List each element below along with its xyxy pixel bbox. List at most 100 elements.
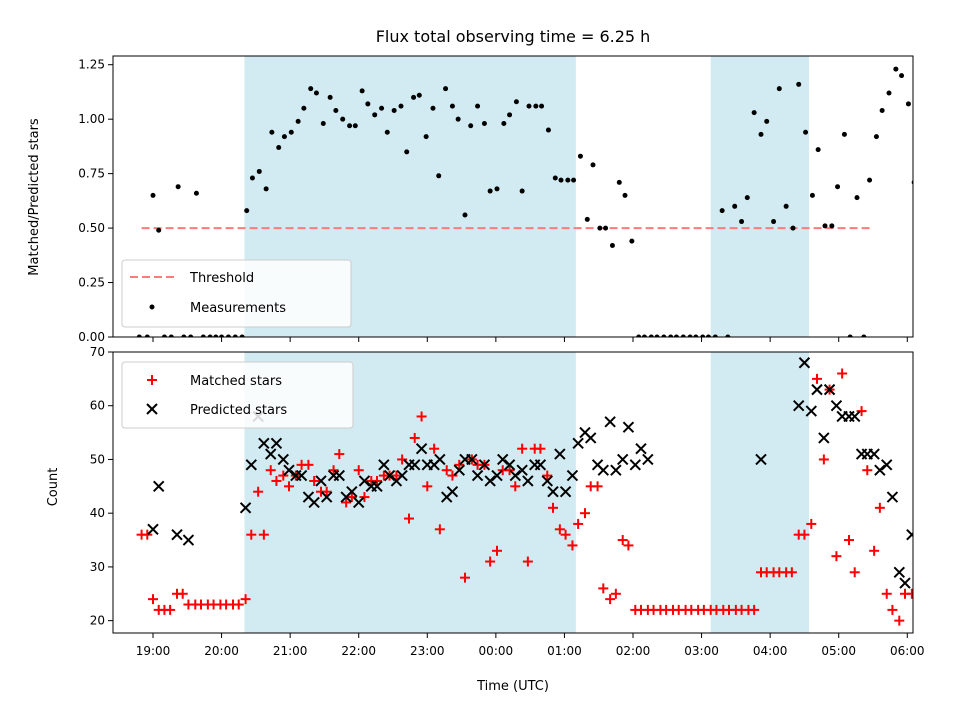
measurement-point: [487, 188, 493, 194]
measurement-point: [829, 223, 835, 229]
predicted-star-point: [353, 496, 365, 509]
predicted-star-point: [315, 475, 327, 487]
x-tick-label: 01:00: [547, 644, 582, 658]
matched-star-point: [535, 443, 546, 454]
predicted-star-point: [283, 464, 295, 476]
matched-star-point: [580, 508, 590, 519]
matched-star-point: [617, 535, 628, 546]
measurement-point: [313, 90, 319, 96]
measurement-point: [207, 334, 213, 337]
shaded-interval: [710, 352, 809, 633]
matched-star-point: [554, 524, 565, 535]
matched-star-point: [592, 481, 603, 492]
measurement-point: [668, 334, 674, 337]
matched-star-point: [844, 535, 854, 546]
measurement-point: [249, 175, 255, 181]
predicted-star-point: [597, 464, 609, 476]
y-tick-label: 20: [90, 614, 105, 628]
measurement-point: [416, 92, 422, 98]
predicted-star-point: [484, 475, 496, 487]
measurement-point: [609, 243, 615, 249]
measurement-point: [739, 219, 745, 225]
measurement-point: [841, 131, 847, 137]
measurement-point: [673, 334, 679, 337]
matched-star-point: [510, 481, 521, 492]
matched-star-point: [391, 470, 402, 481]
measurement-point: [379, 105, 385, 111]
measurement-point: [867, 177, 873, 183]
y-tick-label: 1.25: [78, 58, 105, 72]
axes-frame: [112, 351, 914, 634]
measurement-point: [693, 334, 699, 337]
matched-star-point: [404, 513, 414, 524]
measurement-point: [288, 129, 294, 135]
predicted-star-point: [265, 448, 277, 460]
predicted-star-point: [171, 528, 183, 541]
matched-star-point: [849, 567, 860, 578]
measurement-point: [193, 190, 199, 196]
measurement-point: [629, 238, 635, 244]
matched-star-point: [806, 518, 817, 529]
predicted-star-point: [805, 405, 817, 417]
matched-star-point: [831, 551, 842, 562]
matched-star-point: [441, 465, 452, 476]
top-panel: 0.00 0.25 0.50 0.75 1.00 1.25 Threshold Measure…: [78, 55, 914, 344]
predicted-star-point: [346, 485, 358, 498]
measurement-point: [225, 334, 231, 337]
matched-star-point: [610, 588, 621, 599]
matched-star-point: [812, 373, 822, 384]
predicted-star-point: [497, 453, 509, 466]
measurement-point: [636, 334, 642, 337]
measurement-point: [513, 99, 519, 105]
measurement-point: [545, 127, 551, 133]
measurement-point: [168, 334, 174, 337]
matched-star-point: [265, 465, 276, 476]
predicted-star-point: [617, 453, 629, 466]
predicted-star-point: [396, 469, 408, 482]
matched-star-point: [542, 470, 553, 481]
x-tick-label: 00:00: [479, 644, 514, 658]
measurement-point: [552, 175, 558, 181]
x-tick-label: 19:00: [136, 644, 171, 658]
predicted-star-point: [434, 453, 446, 466]
measurement-point: [648, 334, 654, 337]
predicted-star-point: [604, 416, 616, 428]
measurement-point: [244, 208, 250, 214]
y-tick-label: 0.00: [78, 330, 105, 344]
y-tick-label: 1.00: [78, 112, 105, 126]
bottom-y-axis-label: Count: [46, 468, 61, 507]
measurement-point: [372, 112, 378, 118]
measurement-point: [365, 101, 371, 107]
predicted-star-point: [566, 469, 579, 482]
measurement-point: [188, 334, 194, 337]
measurement-point: [758, 131, 764, 137]
predicted-star-point: [622, 421, 635, 433]
matched-star-point: [567, 540, 578, 551]
measurement-point: [150, 192, 156, 198]
matched-star-point: [522, 556, 533, 567]
measurement-point: [239, 334, 245, 337]
predicted-star-point: [881, 459, 893, 471]
measurement-point: [494, 186, 500, 192]
predicted-star-point: [874, 464, 886, 476]
measurement-point: [622, 192, 628, 198]
matched-star-point: [148, 594, 158, 605]
legend-predicted-label: Predicted stars: [190, 403, 287, 418]
matched-star-point: [253, 486, 264, 497]
predicted-star-point: [755, 453, 767, 466]
measurement-point: [687, 334, 693, 337]
bottom-panel: 20 30 40 50 60 70 19:00 20:00 21:00 22:00 23:00 00:…: [90, 345, 925, 658]
measurement-point: [744, 195, 750, 201]
matched-star-point: [334, 449, 345, 460]
matched-star-point: [165, 604, 176, 615]
predicted-star-point: [642, 453, 654, 466]
predicted-star-point: [547, 485, 559, 498]
measurement-point: [281, 134, 287, 140]
measurement-point: [803, 129, 809, 135]
measurement-point: [790, 225, 796, 231]
measurement-point: [771, 219, 777, 225]
matched-star-point: [605, 594, 616, 605]
x-tick-label: 04:00: [753, 644, 788, 658]
measurement-point: [276, 144, 282, 150]
